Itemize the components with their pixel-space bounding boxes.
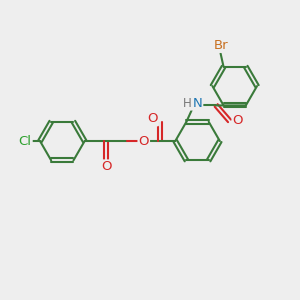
Text: N: N [193,97,202,110]
Text: O: O [101,160,111,173]
Text: O: O [139,135,149,148]
Text: Cl: Cl [19,135,32,148]
Text: Br: Br [213,39,228,52]
Text: O: O [147,112,158,125]
Text: H: H [183,97,192,110]
Text: O: O [232,114,243,128]
